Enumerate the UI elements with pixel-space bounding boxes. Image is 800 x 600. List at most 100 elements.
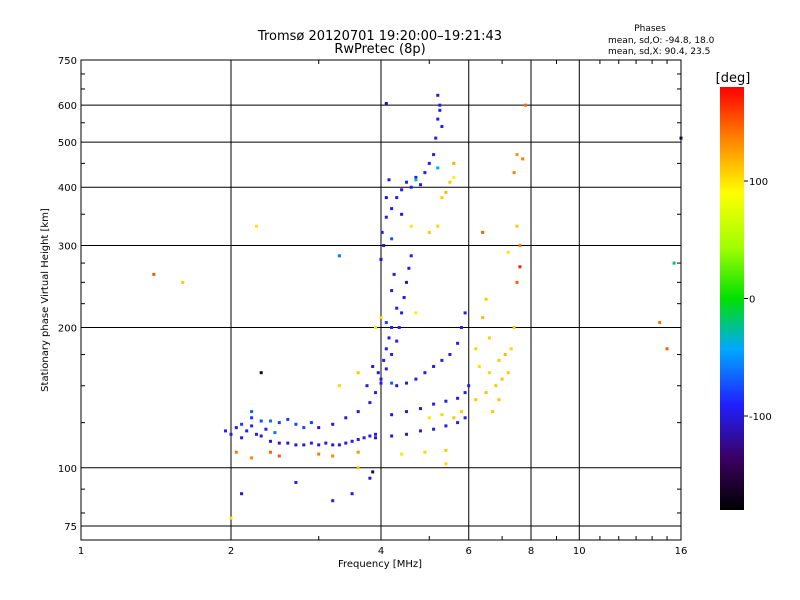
data-point [456,396,460,400]
data-point [309,441,313,445]
data-point [409,254,413,258]
x-axis-label: Frequency [MHz] [338,559,422,570]
data-point [337,254,341,258]
data-point [515,224,519,228]
data-point [436,93,440,97]
data-point [240,492,244,496]
data-point [356,371,360,375]
data-point [255,432,258,436]
data-point [390,434,394,438]
data-point [515,280,519,284]
data-point [409,224,413,228]
data-point [390,413,394,417]
data-point [350,439,354,443]
data-point [487,371,491,375]
data-point [286,441,290,445]
y-tick-label: 300 [58,241,77,252]
data-point [384,102,388,105]
data-point [456,341,460,345]
data-point [400,452,404,456]
data-point [390,353,394,356]
data-point [515,153,519,157]
data-point [419,183,422,187]
data-point [452,175,456,179]
data-point [250,456,254,460]
colorbar-tick-label: 100 [749,177,768,188]
y-tick-label: 75 [64,522,77,533]
data-point [390,289,394,293]
data-point [356,410,360,414]
data-point [484,297,488,301]
data-point [438,108,442,112]
phases-mean-x: mean, sd,X: 90.4, 23.5 [608,47,710,57]
x-tick-label: 4 [378,546,384,557]
y-tick-label: 600 [58,101,77,112]
data-point [344,441,348,445]
data-point [264,427,268,431]
data-point [382,358,386,362]
data-point [302,426,306,430]
data-point [331,443,335,447]
data-point [384,347,388,351]
x-tick-label: 16 [675,546,688,557]
data-point [444,190,448,194]
data-point [380,230,384,234]
data-point [259,434,263,438]
data-point [405,280,408,284]
data-point [269,439,272,443]
data-point [414,311,418,315]
data-point [277,421,281,425]
data-point [672,261,676,265]
data-point [400,212,404,216]
data-point [452,161,456,165]
data-point [491,410,495,414]
data-point [181,280,185,284]
data-point [405,180,408,184]
data-point [317,426,321,430]
data-point [444,448,448,452]
data-point [350,492,354,496]
data-point [387,178,391,182]
colorbar-ticks: 100 0 -100 [744,177,772,423]
data-point [506,250,510,254]
data-point [234,426,238,430]
data-point [384,215,388,219]
data-point [414,175,418,179]
data-point [500,377,504,381]
data-point [463,416,467,420]
data-point [331,422,335,426]
data-point [427,161,431,165]
data-point [317,443,321,447]
x-tick-label: 10 [573,546,586,557]
data-point [384,321,388,324]
data-point [509,347,513,351]
data-point [423,171,427,175]
y-tick-label: 100 [58,464,77,475]
chart-title: Tromsø 20120701 19:20:00–19:21:43 [257,29,502,44]
data-point [402,296,406,299]
data-point [456,421,460,425]
data-point [224,429,227,433]
phase-colorbar [720,87,744,510]
data-point [240,436,244,440]
data-point [419,429,422,433]
data-point [294,443,298,447]
data-point [374,432,377,436]
data-point [259,419,263,423]
data-point [250,416,254,420]
data-point [371,470,375,474]
data-point [356,466,360,470]
data-point [379,257,383,261]
x-tick-label: 1 [78,546,84,557]
data-point [344,416,348,420]
data-point [250,424,254,428]
data-point [487,336,491,340]
plot-frame [80,59,682,541]
data-point [379,381,383,385]
data-point [277,441,281,445]
data-point [374,436,377,440]
data-point [432,153,436,157]
data-point [405,381,408,385]
data-point [374,391,377,395]
x-axis: 1 2 4 6 8 10 16 [78,60,688,557]
